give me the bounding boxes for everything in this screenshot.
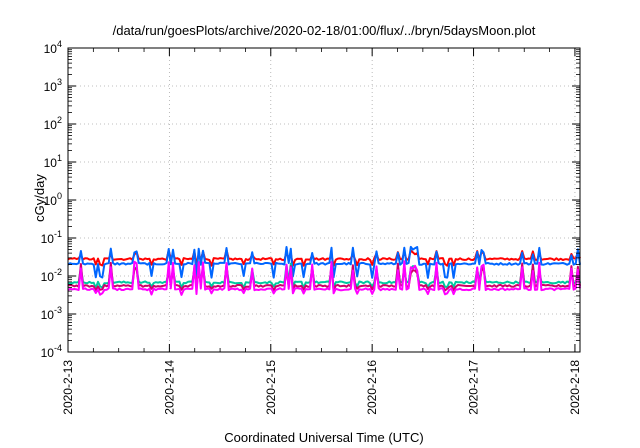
y-tick-label: 10-4 (41, 343, 62, 360)
series-line-4 (67, 261, 581, 292)
ticks (67, 47, 580, 353)
y-tick-label: 10-1 (41, 229, 62, 246)
x-tick-label: 2020-2-16 (365, 360, 379, 415)
series-line-3 (67, 262, 581, 289)
y-tick-label: 103 (44, 77, 62, 94)
x-tick-label: 2020-2-17 (467, 360, 481, 415)
x-tick-label: 2020-2-13 (61, 360, 75, 415)
x-tick-label: 2020-2-15 (264, 360, 278, 415)
x-tick-labels: 2020-2-13 2020-2-14 2020-2-15 2020-2-16 2020… (61, 360, 582, 415)
y-tick-label: 101 (44, 153, 62, 170)
y-tick-label: 100 (44, 191, 62, 208)
y-tick-label: 10-3 (41, 305, 62, 322)
y-tick-label: 104 (44, 39, 62, 56)
y-axis-label: cGy/day (32, 174, 47, 222)
series-line-2 (67, 245, 581, 279)
series-line-5 (67, 260, 581, 296)
y-tick-label: 10-2 (41, 267, 62, 284)
x-axis-label: Coordinated Universal Time (UTC) (224, 430, 423, 445)
y-tick-label: 102 (44, 115, 62, 132)
x-tick-label: 2020-2-14 (162, 360, 176, 415)
series-group (67, 245, 581, 296)
series-line-1 (67, 248, 581, 267)
x-tick-label: 2020-2-18 (568, 360, 582, 415)
chart-title: /data/run/goesPlots/archive/2020-02-18/0… (113, 23, 536, 38)
grid (68, 48, 580, 352)
y-tick-labels: 10-4 10-3 10-2 10-1 100 101 102 103 104 (41, 39, 62, 360)
